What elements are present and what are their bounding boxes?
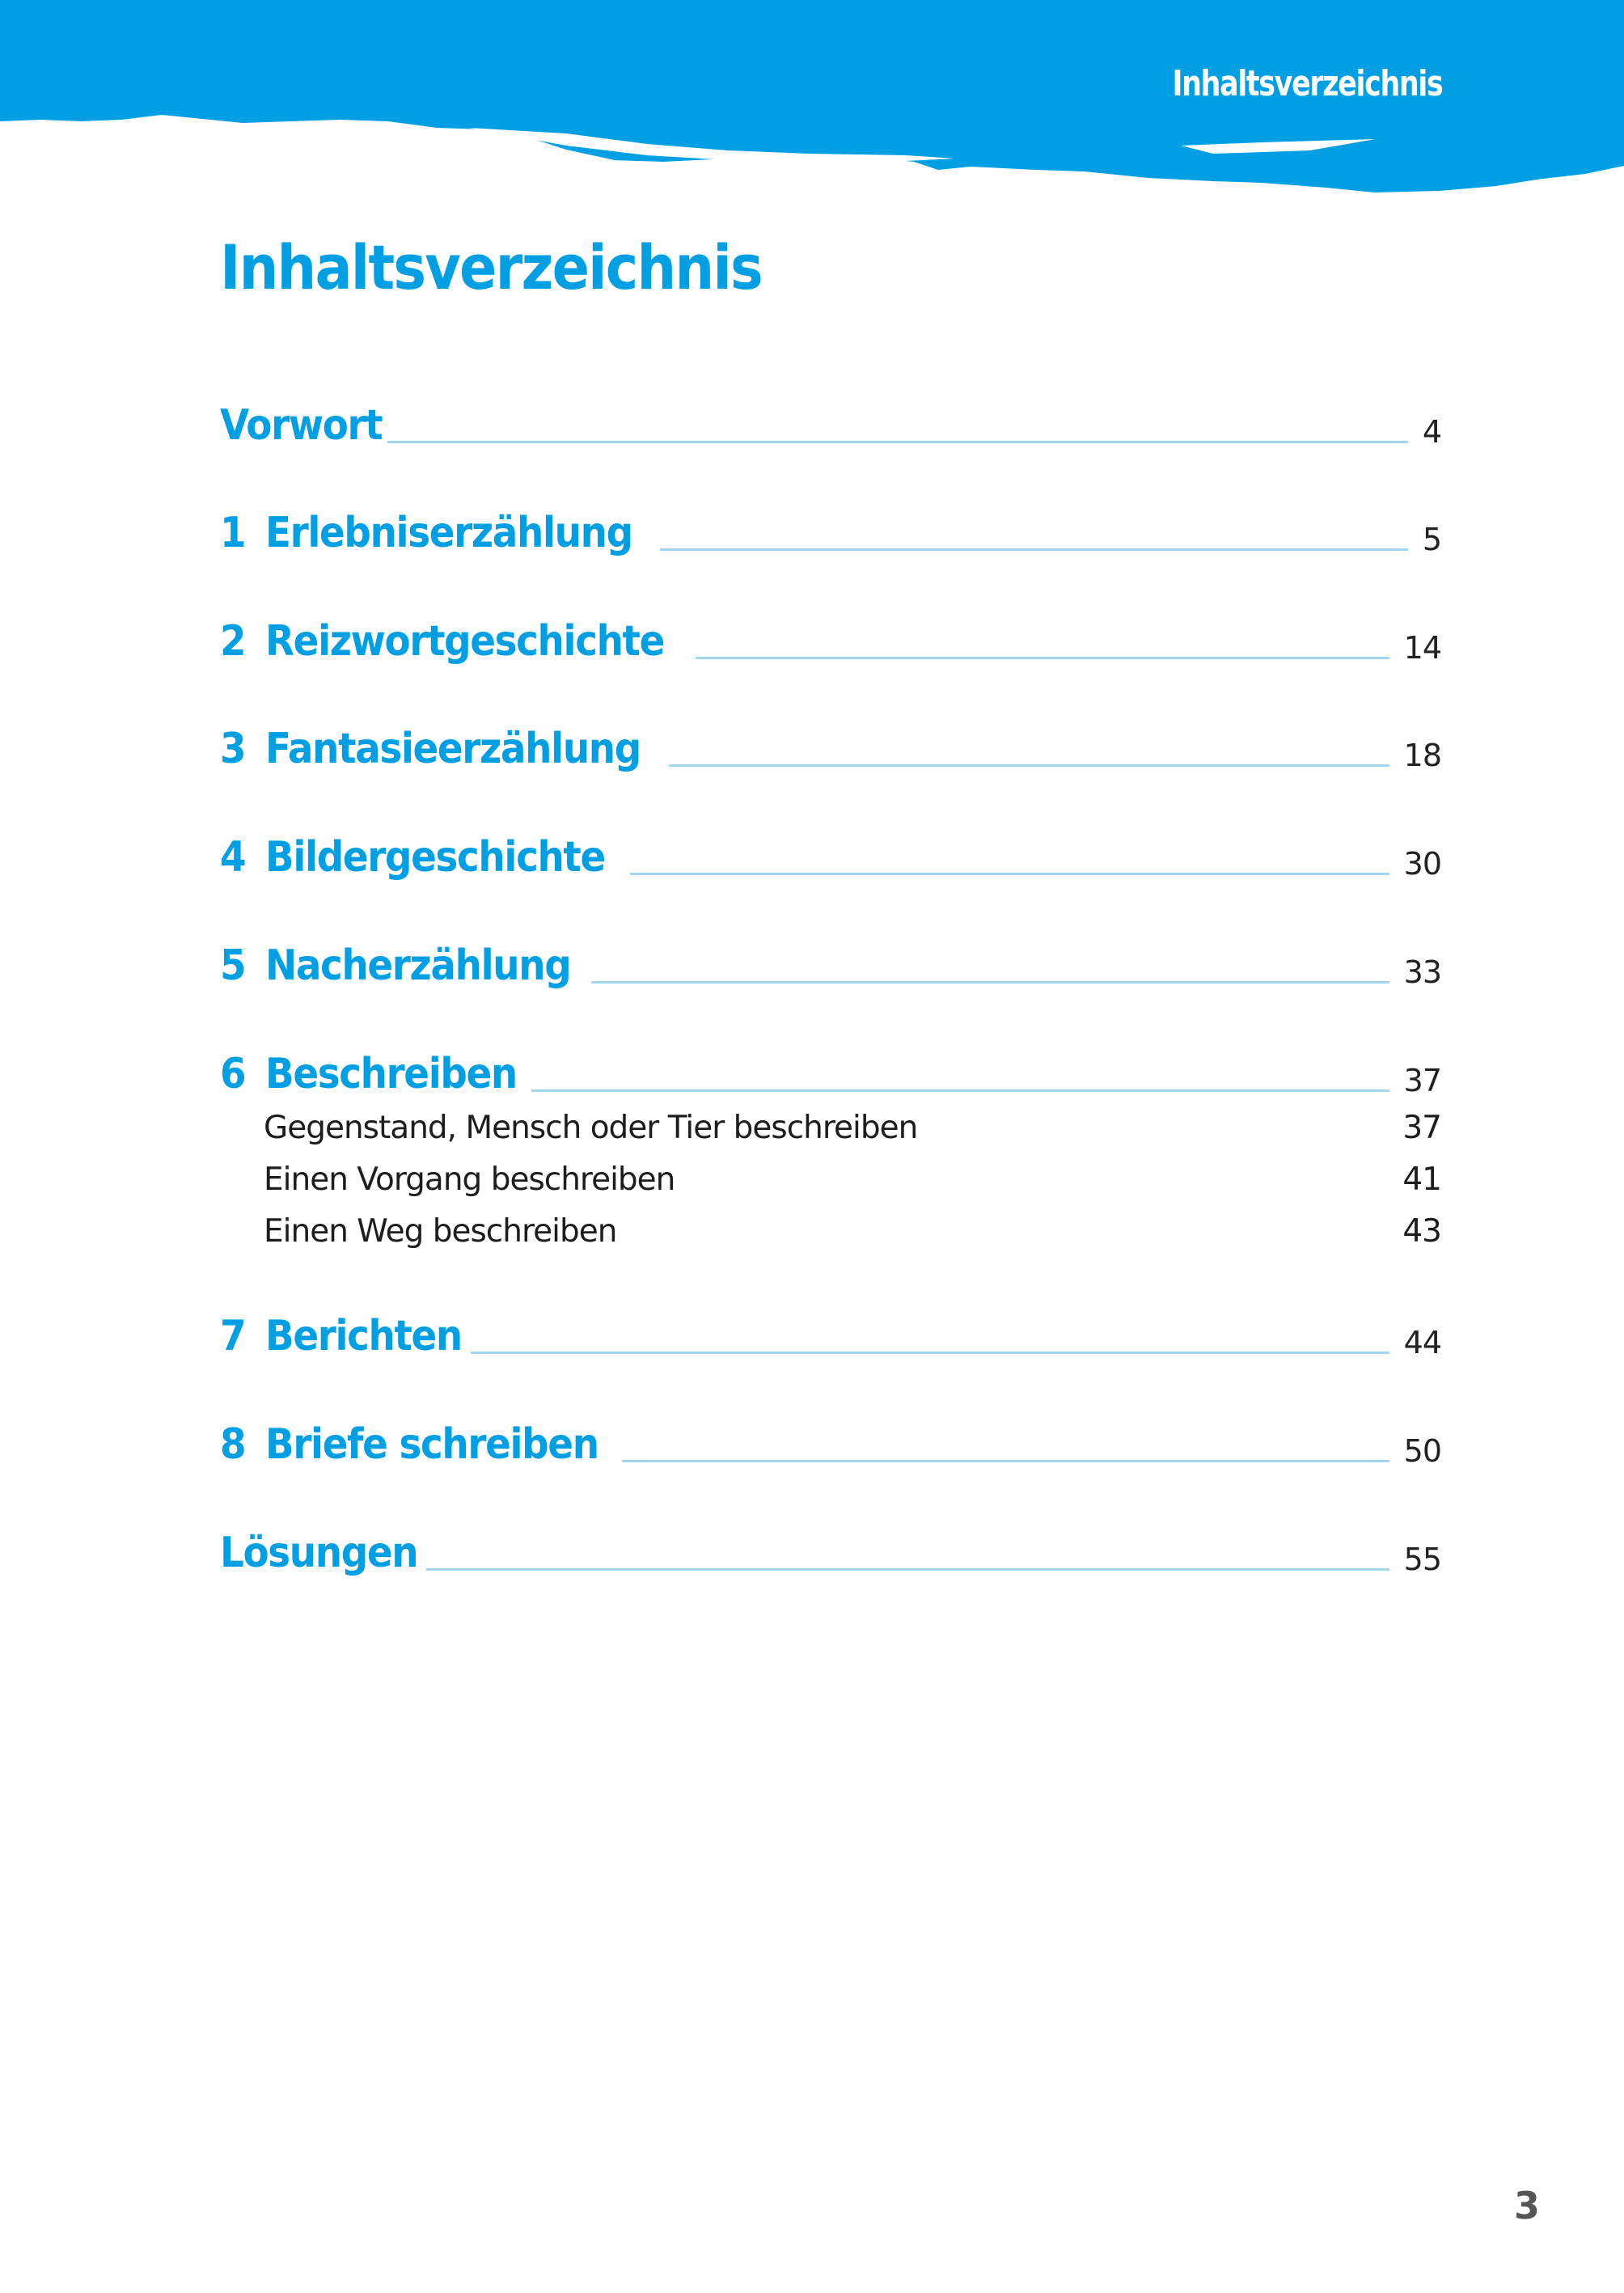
toc-entry[interactable]: 3 Fantasieerzählung 18 [220,725,1442,773]
toc-entry[interactable]: 1 Erlebniserzählung 5 [220,509,1442,557]
leader-line [695,657,1389,659]
entry-number: 4 [220,833,247,882]
leader-line [629,873,1389,875]
entry-label: Reizwortgeschichte [265,617,665,666]
leader-line [531,1089,1389,1092]
toc-entry[interactable]: 2 Reizwortgeschichte 14 [220,617,1442,666]
toc-subentry[interactable]: Einen Weg beschreiben 43 [264,1213,1442,1250]
entry-label: Bildergeschichte [265,833,606,882]
entry-label: Vorwort [220,401,383,450]
header-brush-band [0,0,1624,192]
subentry-label: Gegenstand, Mensch oder Tier beschreiben [264,1110,918,1146]
leader-line [387,441,1408,443]
leader-line [669,764,1389,767]
entry-page: 55 [1403,1542,1442,1577]
entry-label: Fantasieerzählung [265,725,641,773]
entry-number: 3 [220,725,247,773]
entry-label: Nacherzählung [265,941,572,990]
page-number: 3 [1513,2184,1540,2227]
entry-page: 44 [1403,1325,1442,1360]
entry-page: 33 [1403,954,1442,990]
entry-page: 14 [1403,630,1442,666]
entry-number: 2 [220,617,247,666]
entry-page: 50 [1403,1433,1442,1469]
entry-page: 37 [1403,1063,1442,1098]
page-title: Inhaltsverzeichnis [220,231,763,303]
subentry-page: 37 [1402,1110,1442,1146]
toc-entry[interactable]: 6 Beschreiben 37 [220,1050,1442,1098]
entry-label: Lösungen [220,1529,419,1577]
leader-line [591,981,1389,984]
entry-page: 18 [1403,738,1442,773]
toc-entry[interactable]: 4 Bildergeschichte 30 [220,833,1442,882]
entry-number: 1 [220,509,247,557]
entry-label: Beschreiben [265,1050,518,1098]
toc-subentry[interactable]: Gegenstand, Mensch oder Tier beschreiben… [264,1110,1442,1146]
entry-number: 6 [220,1050,247,1098]
leader-line [426,1568,1389,1571]
entry-label: Erlebniserzählung [265,509,633,557]
entry-page: 4 [1422,414,1442,450]
entry-number: 7 [220,1312,247,1360]
subentry-page: 41 [1402,1161,1442,1198]
entry-label: Berichten [265,1312,463,1360]
subentry-label: Einen Vorgang beschreiben [264,1161,675,1198]
subentry-label: Einen Weg beschreiben [264,1213,617,1250]
subentry-page: 43 [1402,1213,1442,1250]
leader-line [622,1460,1389,1462]
toc-entry[interactable]: 8 Briefe schreiben 50 [220,1420,1442,1469]
entry-number: 5 [220,941,247,990]
toc-entry-vorwort[interactable]: Vorwort 4 [220,401,1442,450]
running-header-title: Inhaltsverzeichnis [1172,63,1443,104]
entry-page: 30 [1403,846,1442,882]
toc-entry[interactable]: 5 Nacherzählung 33 [220,941,1442,990]
leader-line [470,1352,1389,1354]
entry-page: 5 [1422,522,1442,557]
entry-label: Briefe schreiben [265,1420,599,1469]
toc-entry-loesungen[interactable]: Lösungen 55 [220,1529,1442,1577]
toc-subentry[interactable]: Einen Vorgang beschreiben 41 [264,1161,1442,1198]
toc-entry[interactable]: 7 Berichten 44 [220,1312,1442,1360]
entry-number: 8 [220,1420,247,1469]
leader-line [660,548,1408,551]
